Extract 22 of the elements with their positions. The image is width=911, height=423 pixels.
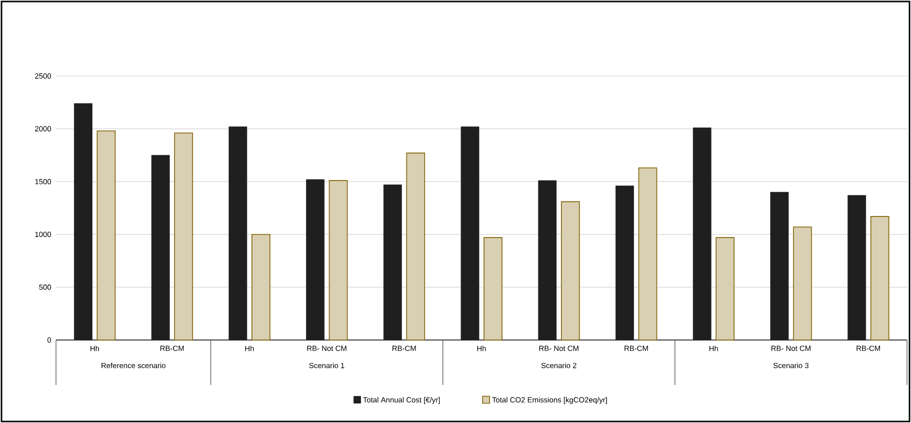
bar [328,180,348,340]
bar [406,152,426,340]
bar [174,132,193,340]
bar [870,216,890,340]
bar [560,201,580,340]
bar [616,186,634,340]
bar [74,103,92,340]
bar [793,226,812,340]
bar [638,167,658,340]
bar [306,179,324,340]
bar [692,128,712,340]
bar [848,195,866,340]
bar [96,130,116,340]
bar [252,234,270,340]
bar [151,155,170,340]
bar [460,126,480,340]
bar [383,184,402,340]
bar [770,192,789,340]
bar [538,180,557,340]
bar [484,237,502,340]
bar [228,126,248,340]
bar [716,237,735,340]
